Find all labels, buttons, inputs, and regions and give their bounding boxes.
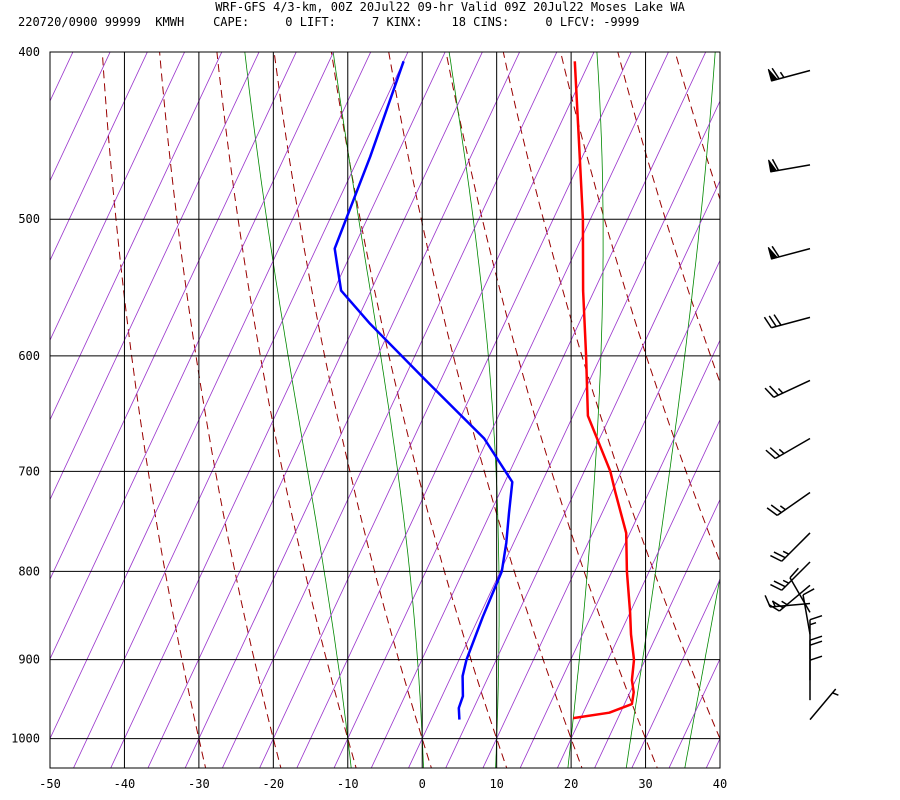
sounding-indices: 220720/0900 99999 KMWH CAPE: 0 LIFT: 7 K… bbox=[18, 15, 640, 29]
x-tick-label: -20 bbox=[262, 777, 284, 791]
x-tick-label: 40 bbox=[713, 777, 727, 791]
dry-adiabat bbox=[674, 52, 720, 201]
isotherm bbox=[0, 14, 54, 800]
dry-adiabat bbox=[560, 52, 720, 564]
chart-title: WRF-GFS 4/3-km, 00Z 20Jul22 09-hr Valid … bbox=[215, 0, 685, 14]
wind-barb bbox=[766, 491, 811, 517]
x-tick-label: -50 bbox=[39, 777, 61, 791]
isotherm bbox=[147, 52, 483, 768]
y-tick-label: 600 bbox=[18, 349, 40, 363]
isotherm bbox=[0, 14, 16, 800]
isotherm bbox=[445, 179, 720, 768]
moist-adiabat bbox=[684, 576, 720, 768]
isotherm bbox=[836, 14, 900, 800]
isotherm bbox=[50, 52, 297, 581]
x-tick-label: 30 bbox=[638, 777, 652, 791]
y-tick-label: 800 bbox=[18, 564, 40, 578]
wind-barb bbox=[763, 314, 811, 329]
isotherm bbox=[594, 498, 720, 768]
profiles bbox=[333, 60, 636, 720]
dry-adiabat bbox=[777, 14, 900, 800]
dry-adiabat bbox=[890, 14, 900, 800]
wind-barb bbox=[770, 561, 811, 591]
isotherm bbox=[761, 14, 900, 800]
wind-barb bbox=[789, 567, 811, 613]
dry-adiabat bbox=[502, 52, 720, 740]
isotherm bbox=[333, 52, 669, 768]
y-tick-label: 700 bbox=[18, 464, 40, 478]
isotherm bbox=[259, 52, 595, 768]
x-tick-label: 0 bbox=[419, 777, 426, 791]
isotherm bbox=[519, 339, 720, 768]
x-tick-label: -10 bbox=[337, 777, 359, 791]
y-tick-label: 900 bbox=[18, 653, 40, 667]
isotherm bbox=[370, 52, 707, 768]
wind-barb bbox=[767, 67, 811, 82]
isotherm bbox=[668, 657, 720, 768]
isotherm bbox=[50, 52, 74, 103]
isotherm bbox=[110, 52, 446, 768]
isotherm bbox=[50, 52, 148, 262]
dry-adiabat bbox=[159, 52, 282, 768]
wind-barb bbox=[802, 588, 815, 635]
background-lines bbox=[0, 14, 900, 800]
isotherm bbox=[50, 52, 334, 660]
temperature-line bbox=[573, 61, 636, 720]
dry-adiabat bbox=[834, 14, 900, 800]
isotherm bbox=[50, 52, 260, 501]
wind-barb bbox=[764, 595, 811, 608]
wind-barb bbox=[765, 437, 811, 460]
y-tick-label: 1000 bbox=[11, 732, 40, 746]
wind-barb bbox=[768, 158, 811, 173]
y-tick-label: 400 bbox=[18, 45, 40, 59]
isotherm bbox=[73, 52, 409, 768]
dry-adiabat bbox=[388, 52, 583, 768]
grid bbox=[49, 51, 721, 769]
wind-barb bbox=[809, 655, 823, 701]
isotherm bbox=[296, 52, 632, 768]
isotherm bbox=[50, 52, 372, 740]
x-tick-label: 20 bbox=[564, 777, 578, 791]
isotherm bbox=[482, 259, 720, 768]
isotherm bbox=[50, 52, 223, 421]
x-tick-label: -30 bbox=[188, 777, 210, 791]
plot-frame bbox=[49, 51, 721, 769]
isotherm bbox=[705, 737, 720, 768]
wind-barb bbox=[770, 532, 811, 562]
isotherm bbox=[221, 52, 558, 768]
isotherm bbox=[724, 14, 900, 800]
isotherm bbox=[556, 418, 720, 768]
isotherm bbox=[50, 52, 111, 182]
dry-adiabat bbox=[101, 52, 207, 768]
x-tick-label: -40 bbox=[114, 777, 136, 791]
x-tick-label: 10 bbox=[489, 777, 503, 791]
isotherm bbox=[631, 578, 720, 768]
isotherm bbox=[408, 100, 720, 768]
isotherm bbox=[50, 52, 186, 342]
isotherm bbox=[184, 52, 521, 768]
moist-adiabat bbox=[332, 52, 424, 768]
wind-barb bbox=[764, 379, 811, 398]
wind-barb bbox=[809, 688, 839, 721]
dewpoint-line bbox=[333, 60, 514, 720]
wind-barbs bbox=[763, 67, 839, 721]
moist-adiabat bbox=[244, 52, 352, 768]
wind-barb bbox=[767, 245, 811, 260]
y-tick-label: 500 bbox=[18, 212, 40, 226]
isotherm bbox=[798, 14, 900, 800]
